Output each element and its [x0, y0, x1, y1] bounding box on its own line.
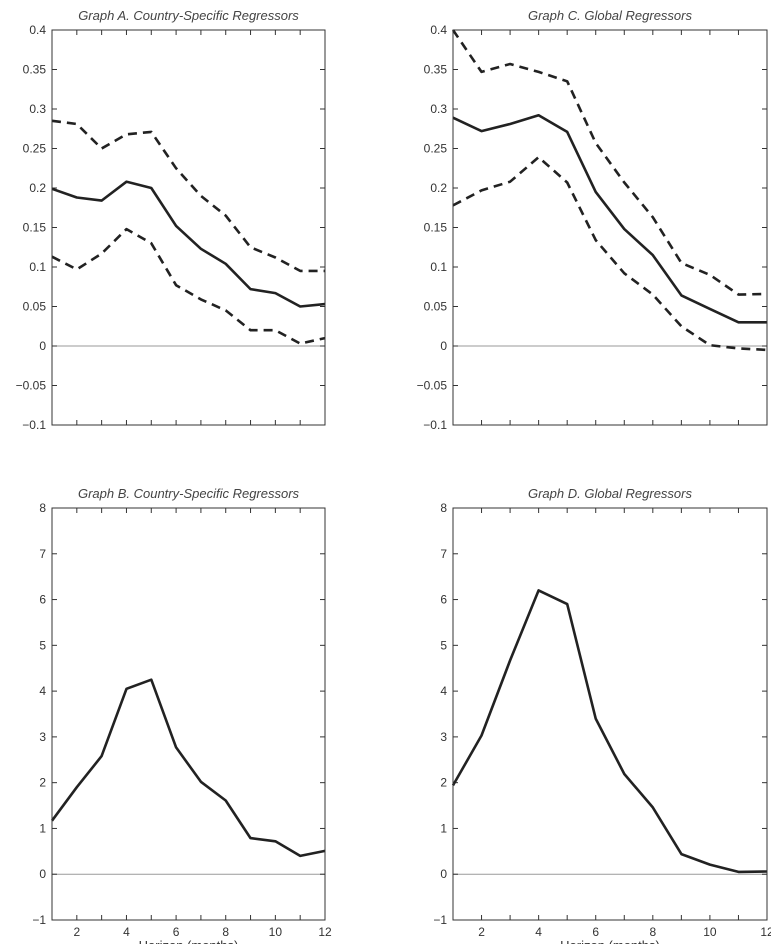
series-line-dashed-0: [451, 29, 768, 296]
series-line-dashed-2: [452, 155, 768, 352]
y-tick-label: 1: [39, 821, 46, 835]
x-axis-label: Horizon (months): [560, 938, 660, 944]
series-line-dashed-2: [51, 227, 326, 345]
x-tick-label: 8: [649, 925, 656, 939]
y-tick-label: 0.25: [23, 142, 47, 156]
x-axis-label: Horizon (months): [139, 938, 239, 944]
y-tick-label: −0.1: [22, 418, 46, 432]
y-tick-label: 6: [39, 593, 46, 607]
y-tick-label: 0.3: [430, 102, 447, 116]
y-tick-label: 0: [39, 339, 46, 353]
y-tick-label: −1: [32, 913, 46, 927]
y-tick-label: 0: [440, 339, 447, 353]
panel-graph-a-country-specific-regressors: Graph A. Country-Specific Regressors −0.1…: [16, 8, 326, 432]
x-tick-label: 12: [318, 925, 332, 939]
y-tick-label: 8: [39, 501, 46, 515]
x-tick-label: 2: [73, 925, 80, 939]
y-tick-label: 0.15: [23, 221, 47, 235]
y-tick-label: 4: [440, 684, 447, 698]
y-tick-label: −1: [433, 913, 447, 927]
y-tick-label: 0.4: [29, 23, 46, 37]
y-tick-label: 0.1: [430, 260, 447, 274]
y-tick-label: 0.1: [29, 260, 46, 274]
y-tick-label: 8: [440, 501, 447, 515]
series-line-dashed-0: [51, 119, 325, 273]
y-tick-label: 0.35: [23, 63, 47, 77]
y-tick-label: 1: [440, 821, 447, 835]
y-tick-label: 3: [440, 730, 447, 744]
plot-frame: [51, 507, 326, 921]
y-tick-label: 0.35: [424, 63, 448, 77]
y-tick-label: 0: [39, 867, 46, 881]
y-tick-label: 7: [39, 547, 46, 561]
y-tick-label: 0.05: [424, 300, 448, 314]
y-tick-label: 0.3: [29, 102, 46, 116]
x-tick-label: 10: [269, 925, 283, 939]
panel-title: Graph D. Global Regressors: [528, 486, 693, 501]
y-tick-label: 0.05: [23, 300, 47, 314]
x-tick-label: 12: [760, 925, 771, 939]
x-tick-label: 6: [173, 925, 180, 939]
x-tick-label: 8: [222, 925, 229, 939]
y-tick-label: 6: [440, 593, 447, 607]
x-tick-label: 6: [592, 925, 599, 939]
panel-graph-c-global-regressors: Graph C. Global Regressors −0.1 −0.05 0 0.05…: [417, 8, 768, 432]
y-tick-label: −0.05: [417, 379, 448, 393]
series-line-solid-0: [50, 678, 326, 858]
y-tick-label: 4: [39, 684, 46, 698]
y-tick-label: 5: [440, 638, 447, 652]
y-tick-label: 0.2: [29, 181, 46, 195]
x-tick-label: 4: [123, 925, 130, 939]
y-tick-label: −0.05: [16, 379, 47, 393]
y-tick-label: 2: [440, 776, 447, 790]
y-tick-label: 0: [440, 867, 447, 881]
y-tick-label: 7: [440, 547, 447, 561]
series-line-solid-1: [51, 180, 326, 308]
plot-frame: [452, 507, 768, 921]
x-tick-label: 10: [703, 925, 717, 939]
y-tick-label: 2: [39, 776, 46, 790]
y-tick-label: 0.25: [424, 142, 448, 156]
y-tick-label: 5: [39, 638, 46, 652]
x-tick-label: 4: [535, 925, 542, 939]
plot-frame: [452, 29, 768, 426]
y-tick-label: 3: [39, 730, 46, 744]
x-tick-label: 2: [478, 925, 485, 939]
y-tick-label: −0.1: [423, 418, 447, 432]
series-line-solid-0: [451, 589, 768, 874]
panel-title: Graph B. Country-Specific Regressors: [78, 486, 300, 501]
y-tick-label: 0.4: [430, 23, 447, 37]
panel-graph-b-country-specific-regressors: Graph B. Country-Specific Regressors −1 0 1…: [32, 486, 332, 944]
y-tick-label: 0.15: [424, 221, 448, 235]
plot-frame: [51, 29, 326, 426]
y-tick-label: 0.2: [430, 181, 447, 195]
series-line-solid-1: [452, 114, 767, 324]
panel-title: Graph A. Country-Specific Regressors: [78, 8, 299, 23]
panel-title: Graph C. Global Regressors: [528, 8, 693, 23]
